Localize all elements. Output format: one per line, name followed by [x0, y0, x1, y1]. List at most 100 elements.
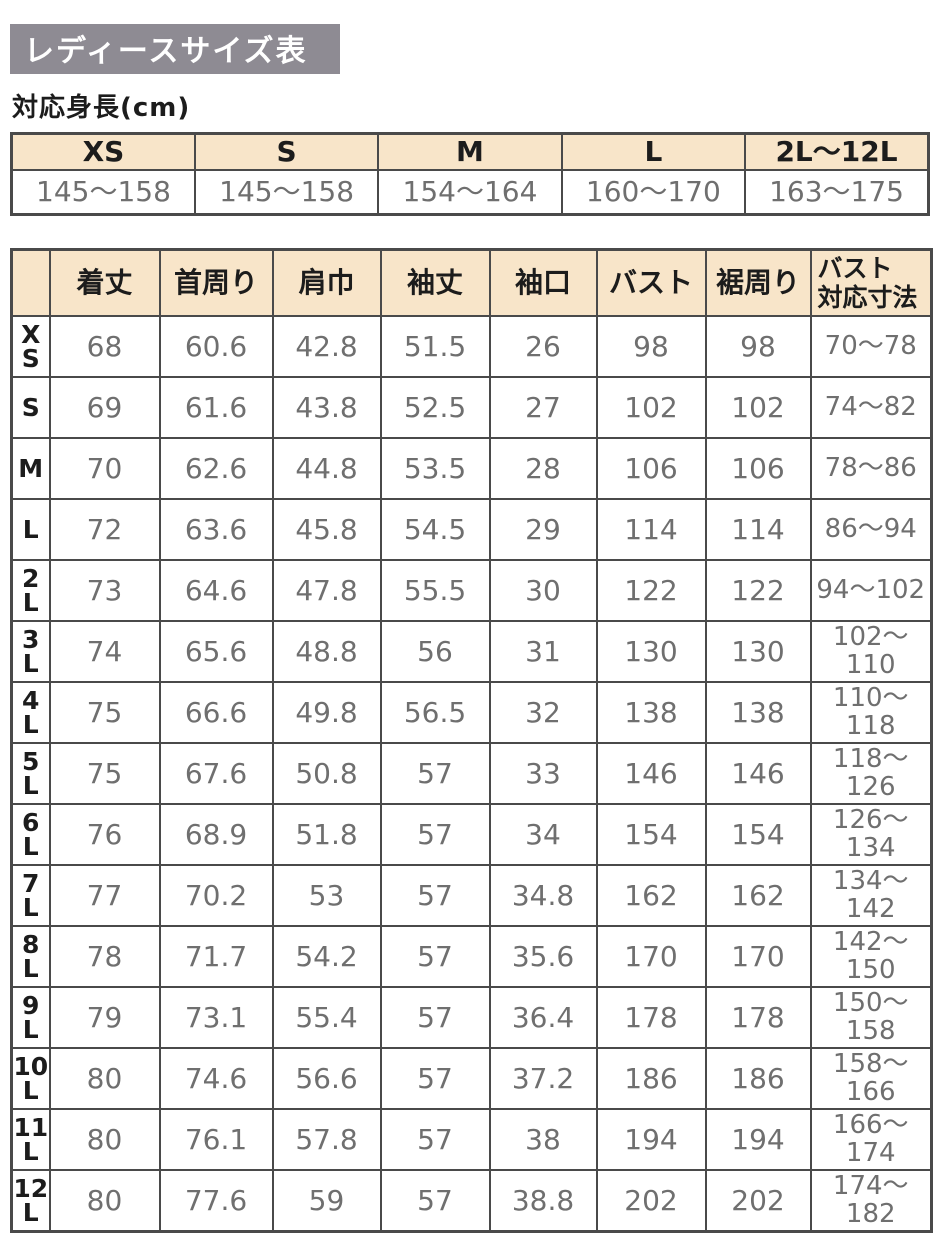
size-column-header: バスト 対応寸法	[809, 248, 933, 317]
size-value-cell: 138	[704, 681, 812, 744]
height-value-cell: 160〜170	[560, 169, 747, 216]
size-value-cell: 194	[595, 1108, 707, 1171]
size-value-cell: 63.6	[158, 498, 274, 561]
size-value-cell: 122	[704, 559, 812, 622]
size-value-cell: 54.2	[271, 925, 382, 988]
size-value-cell: 49.8	[271, 681, 382, 744]
size-label: 7 L	[10, 864, 51, 927]
size-label: M	[10, 437, 51, 500]
size-label: 8 L	[10, 925, 51, 988]
size-column-header: 袖口	[488, 248, 598, 317]
size-value-cell: 86〜94	[809, 498, 933, 561]
size-value-cell: 118〜126	[809, 742, 933, 805]
size-value-cell: 69	[48, 376, 161, 439]
size-table-row: L 72 63.6 45.8 54.5 29 114 114 86〜94	[10, 498, 933, 561]
size-value-cell: 98	[595, 315, 707, 378]
size-label: 3 L	[10, 620, 51, 683]
size-value-cell: 186	[704, 1047, 812, 1110]
size-value-cell: 43.8	[271, 376, 382, 439]
size-value-cell: 29	[488, 498, 598, 561]
size-value-cell: 51.5	[379, 315, 491, 378]
height-section-label: 対応身長(cm)	[12, 93, 191, 123]
size-value-cell: 56.5	[379, 681, 491, 744]
size-value-cell: 114	[595, 498, 707, 561]
height-value-cell: 154〜164	[377, 169, 563, 216]
size-value-cell: 202	[704, 1169, 812, 1233]
height-column-header: S	[193, 132, 380, 171]
size-value-cell: 51.8	[271, 803, 382, 866]
size-value-cell: 126〜134	[809, 803, 933, 866]
size-table-row: 5 L 75 67.6 50.8 57 33 146 146 118〜126	[10, 742, 933, 805]
size-value-cell: 78〜86	[809, 437, 933, 500]
height-table: XS S M L 2L〜12L 145〜158 145〜158 154〜164 160〜170…	[10, 132, 930, 216]
size-value-cell: 76.1	[158, 1108, 274, 1171]
page-title: レディースサイズ表	[10, 24, 340, 74]
size-table-row: 12 L 80 77.6 59 57 38.8 202 202 174〜182	[10, 1169, 933, 1233]
height-value-cell: 145〜158	[10, 169, 196, 216]
size-value-cell: 114	[704, 498, 812, 561]
size-value-cell: 71.7	[158, 925, 274, 988]
size-value-cell: 170	[704, 925, 812, 988]
size-value-cell: 73.1	[158, 986, 274, 1049]
size-value-cell: 67.6	[158, 742, 274, 805]
size-value-cell: 26	[488, 315, 598, 378]
size-value-cell: 66.6	[158, 681, 274, 744]
size-value-cell: 52.5	[379, 376, 491, 439]
size-value-cell: 34.8	[488, 864, 598, 927]
size-value-cell: 55.4	[271, 986, 382, 1049]
size-value-cell: 56.6	[271, 1047, 382, 1110]
size-value-cell: 55.5	[379, 559, 491, 622]
size-value-cell: 74.6	[158, 1047, 274, 1110]
size-value-cell: 174〜182	[809, 1169, 933, 1233]
size-table-row: 7 L 77 70.2 53 57 34.8 162 162 134〜142	[10, 864, 933, 927]
size-value-cell: 154	[704, 803, 812, 866]
size-value-cell: 57	[379, 1108, 491, 1171]
size-value-cell: 75	[48, 742, 161, 805]
size-table-row: 11 L 80 76.1 57.8 57 38 194 194 166〜174	[10, 1108, 933, 1171]
size-value-cell: 122	[595, 559, 707, 622]
height-column-header: L	[560, 132, 747, 171]
size-value-cell: 79	[48, 986, 161, 1049]
size-value-cell: 37.2	[488, 1047, 598, 1110]
size-label: 5 L	[10, 742, 51, 805]
size-value-cell: 57	[379, 742, 491, 805]
size-value-cell: 53	[271, 864, 382, 927]
height-value-cell: 145〜158	[193, 169, 380, 216]
size-value-cell: 162	[595, 864, 707, 927]
size-table-row: 3 L 74 65.6 48.8 56 31 130 130 102〜110	[10, 620, 933, 683]
size-value-cell: 56	[379, 620, 491, 683]
size-value-cell: 178	[704, 986, 812, 1049]
height-table-value-row: 145〜158 145〜158 154〜164 160〜170 163〜175	[10, 169, 930, 216]
size-table-row: S 69 61.6 43.8 52.5 27 102 102 74〜82	[10, 376, 933, 439]
size-value-cell: 70〜78	[809, 315, 933, 378]
size-value-cell: 102	[704, 376, 812, 439]
size-value-cell: 130	[704, 620, 812, 683]
size-value-cell: 106	[595, 437, 707, 500]
size-value-cell: 54.5	[379, 498, 491, 561]
size-value-cell: 35.6	[488, 925, 598, 988]
size-value-cell: 150〜158	[809, 986, 933, 1049]
size-value-cell: 38	[488, 1108, 598, 1171]
size-value-cell: 57.8	[271, 1108, 382, 1171]
size-label: S	[10, 376, 51, 439]
height-column-header: M	[377, 132, 563, 171]
size-label: 9 L	[10, 986, 51, 1049]
size-value-cell: 78	[48, 925, 161, 988]
size-value-cell: 70	[48, 437, 161, 500]
size-value-cell: 53.5	[379, 437, 491, 500]
size-table: 着丈 首周り 肩巾 袖丈 袖口 バスト 裾周り バスト 対応寸法 X S 68 60.6 42.8 5…	[10, 248, 933, 1233]
size-value-cell: 57	[379, 864, 491, 927]
size-label: 6 L	[10, 803, 51, 866]
size-value-cell: 45.8	[271, 498, 382, 561]
size-value-cell: 50.8	[271, 742, 382, 805]
size-value-cell: 32	[488, 681, 598, 744]
corner-cell	[10, 248, 51, 317]
size-value-cell: 31	[488, 620, 598, 683]
size-value-cell: 28	[488, 437, 598, 500]
size-value-cell: 186	[595, 1047, 707, 1110]
size-value-cell: 57	[379, 803, 491, 866]
size-value-cell: 57	[379, 986, 491, 1049]
size-value-cell: 27	[488, 376, 598, 439]
height-column-header: XS	[10, 132, 196, 171]
size-column-header: 袖丈	[379, 248, 491, 317]
